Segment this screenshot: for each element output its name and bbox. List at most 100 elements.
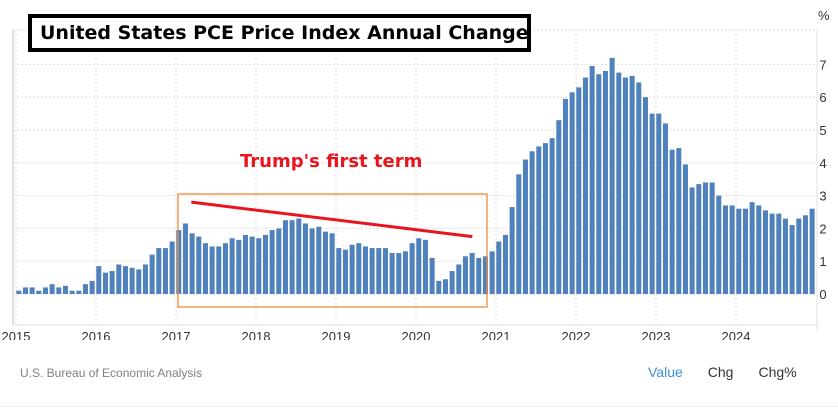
bar [209, 246, 215, 294]
tab-value[interactable]: Value [648, 364, 683, 380]
bar [149, 254, 155, 294]
bar [776, 213, 782, 294]
bar [409, 243, 415, 294]
bar [116, 264, 122, 294]
bar [362, 246, 368, 294]
bar [316, 226, 322, 294]
bar [22, 287, 28, 294]
bar [296, 218, 302, 294]
bar [616, 72, 622, 294]
bar [129, 267, 135, 294]
bar [762, 210, 768, 294]
bar [622, 77, 628, 295]
bar [649, 113, 655, 294]
bar [629, 75, 635, 294]
bar [809, 208, 815, 294]
bar [162, 248, 168, 294]
bar [556, 120, 562, 294]
x-tick-label: 2020 [402, 329, 431, 340]
bar [89, 280, 95, 294]
bar [309, 228, 315, 294]
bar [442, 279, 448, 294]
bar [49, 284, 55, 294]
bar [536, 146, 542, 294]
bar [449, 271, 455, 294]
bar [122, 266, 128, 294]
bar [656, 113, 662, 294]
bar [642, 97, 648, 294]
bar [336, 248, 342, 294]
bar [142, 264, 148, 294]
bar [182, 223, 188, 294]
tab-chg-percent[interactable]: Chg% [758, 364, 797, 380]
x-tick-label: 2015 [2, 329, 31, 340]
bar [756, 205, 762, 294]
bar [76, 290, 82, 294]
bar [156, 248, 162, 294]
x-tick-label: 2023 [642, 329, 671, 340]
bar [462, 256, 468, 294]
bar [322, 231, 328, 294]
bar [389, 253, 395, 294]
bar [282, 220, 288, 294]
bar [716, 195, 722, 294]
bar [596, 74, 602, 295]
bar [489, 251, 495, 294]
y-tick-label: 7 [819, 57, 826, 72]
bar [102, 272, 108, 294]
bar [349, 244, 355, 294]
bar [56, 287, 62, 294]
bar [109, 271, 115, 294]
bar [189, 233, 195, 294]
y-tick-label: 2 [819, 221, 826, 236]
bar [176, 230, 182, 294]
bar [729, 205, 735, 294]
bar [802, 215, 808, 294]
bar [216, 246, 222, 294]
bar [242, 234, 248, 294]
bar [376, 248, 382, 294]
bar [422, 239, 428, 294]
bar [196, 236, 202, 294]
bar [789, 225, 795, 294]
bar [522, 159, 528, 294]
bar [702, 182, 708, 294]
highlight-box [177, 193, 488, 308]
bar [369, 248, 375, 294]
bar [696, 184, 702, 294]
bar [236, 239, 242, 294]
bar [429, 257, 435, 294]
tab-chg[interactable]: Chg [707, 364, 734, 380]
bar [589, 66, 595, 294]
bar [62, 285, 68, 294]
y-tick-label: 3 [819, 189, 826, 204]
bar [436, 280, 442, 294]
bar [69, 290, 75, 294]
bar [229, 238, 235, 294]
bar [676, 148, 682, 294]
gridlines [13, 29, 816, 325]
bar [382, 248, 388, 294]
bars [16, 57, 815, 295]
bar [689, 187, 695, 294]
bar [36, 290, 42, 294]
source-label: U.S. Bureau of Economic Analysis [20, 366, 203, 380]
y-axis-ticks: 0 1 2 3 4 5 6 7 [819, 57, 826, 302]
bar [289, 220, 295, 294]
x-tick-label: 2022 [562, 329, 591, 340]
y-tick-label: 6 [819, 90, 826, 105]
y-unit-label: % [818, 8, 830, 23]
bar [582, 77, 588, 295]
bar [276, 228, 282, 294]
bar [402, 251, 408, 294]
x-tick-label: 2016 [82, 329, 111, 340]
annotation-overlay [177, 193, 488, 308]
bar [542, 143, 548, 294]
bar [249, 236, 255, 294]
bar [269, 230, 275, 294]
trend-line [191, 200, 473, 239]
bar [496, 241, 502, 294]
bar [549, 138, 555, 294]
bar [742, 208, 748, 294]
bar [136, 269, 142, 294]
